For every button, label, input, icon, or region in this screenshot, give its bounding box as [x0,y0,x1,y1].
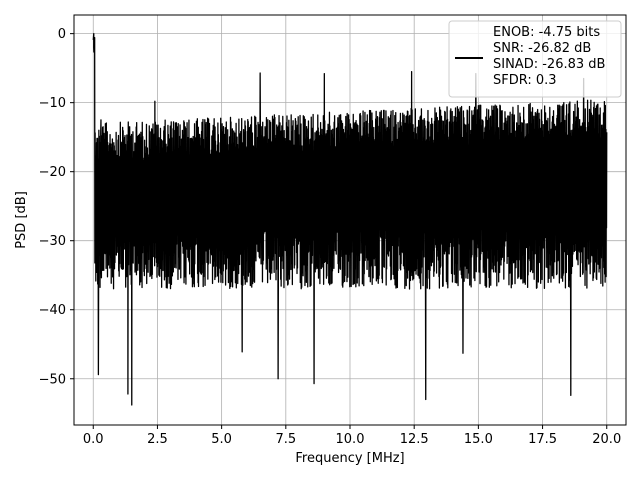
x-tick-label: 15.0 [464,432,493,447]
x-tick-label: 17.5 [528,432,557,447]
x-tick-label: 0.0 [83,432,104,447]
legend-label: ENOB: -4.75 bits SNR: -26.82 dB SINAD: -26… [493,25,605,88]
x-tick-label: 12.5 [400,432,429,447]
y-tick-label: −40 [39,303,66,318]
psd-series [92,32,608,406]
y-tick-label: −10 [39,96,66,111]
x-tick-label: 2.5 [147,432,168,447]
x-tick-label: 5.0 [211,432,232,447]
y-tick-label: −50 [39,372,66,387]
x-tick-label: 20.0 [592,432,621,447]
y-tick-label: −30 [39,234,66,249]
x-axis-label: Frequency [MHz] [295,451,404,466]
legend: ENOB: -4.75 bits SNR: -26.82 dB SINAD: -26… [448,20,622,98]
y-tick-label: 0 [58,27,66,42]
axis-ticks: 0.0 2.5 5.0 7.5 10.0 12.5 15.0 17.5 20.0 0 −10 −20 −… [39,27,622,447]
y-tick-label: −20 [39,165,66,180]
psd-line [92,32,608,406]
x-tick-label: 10.0 [336,432,365,447]
legend-box [448,20,622,98]
y-axis-label: PSD [dB] [14,191,29,249]
x-tick-label: 7.5 [275,432,296,447]
